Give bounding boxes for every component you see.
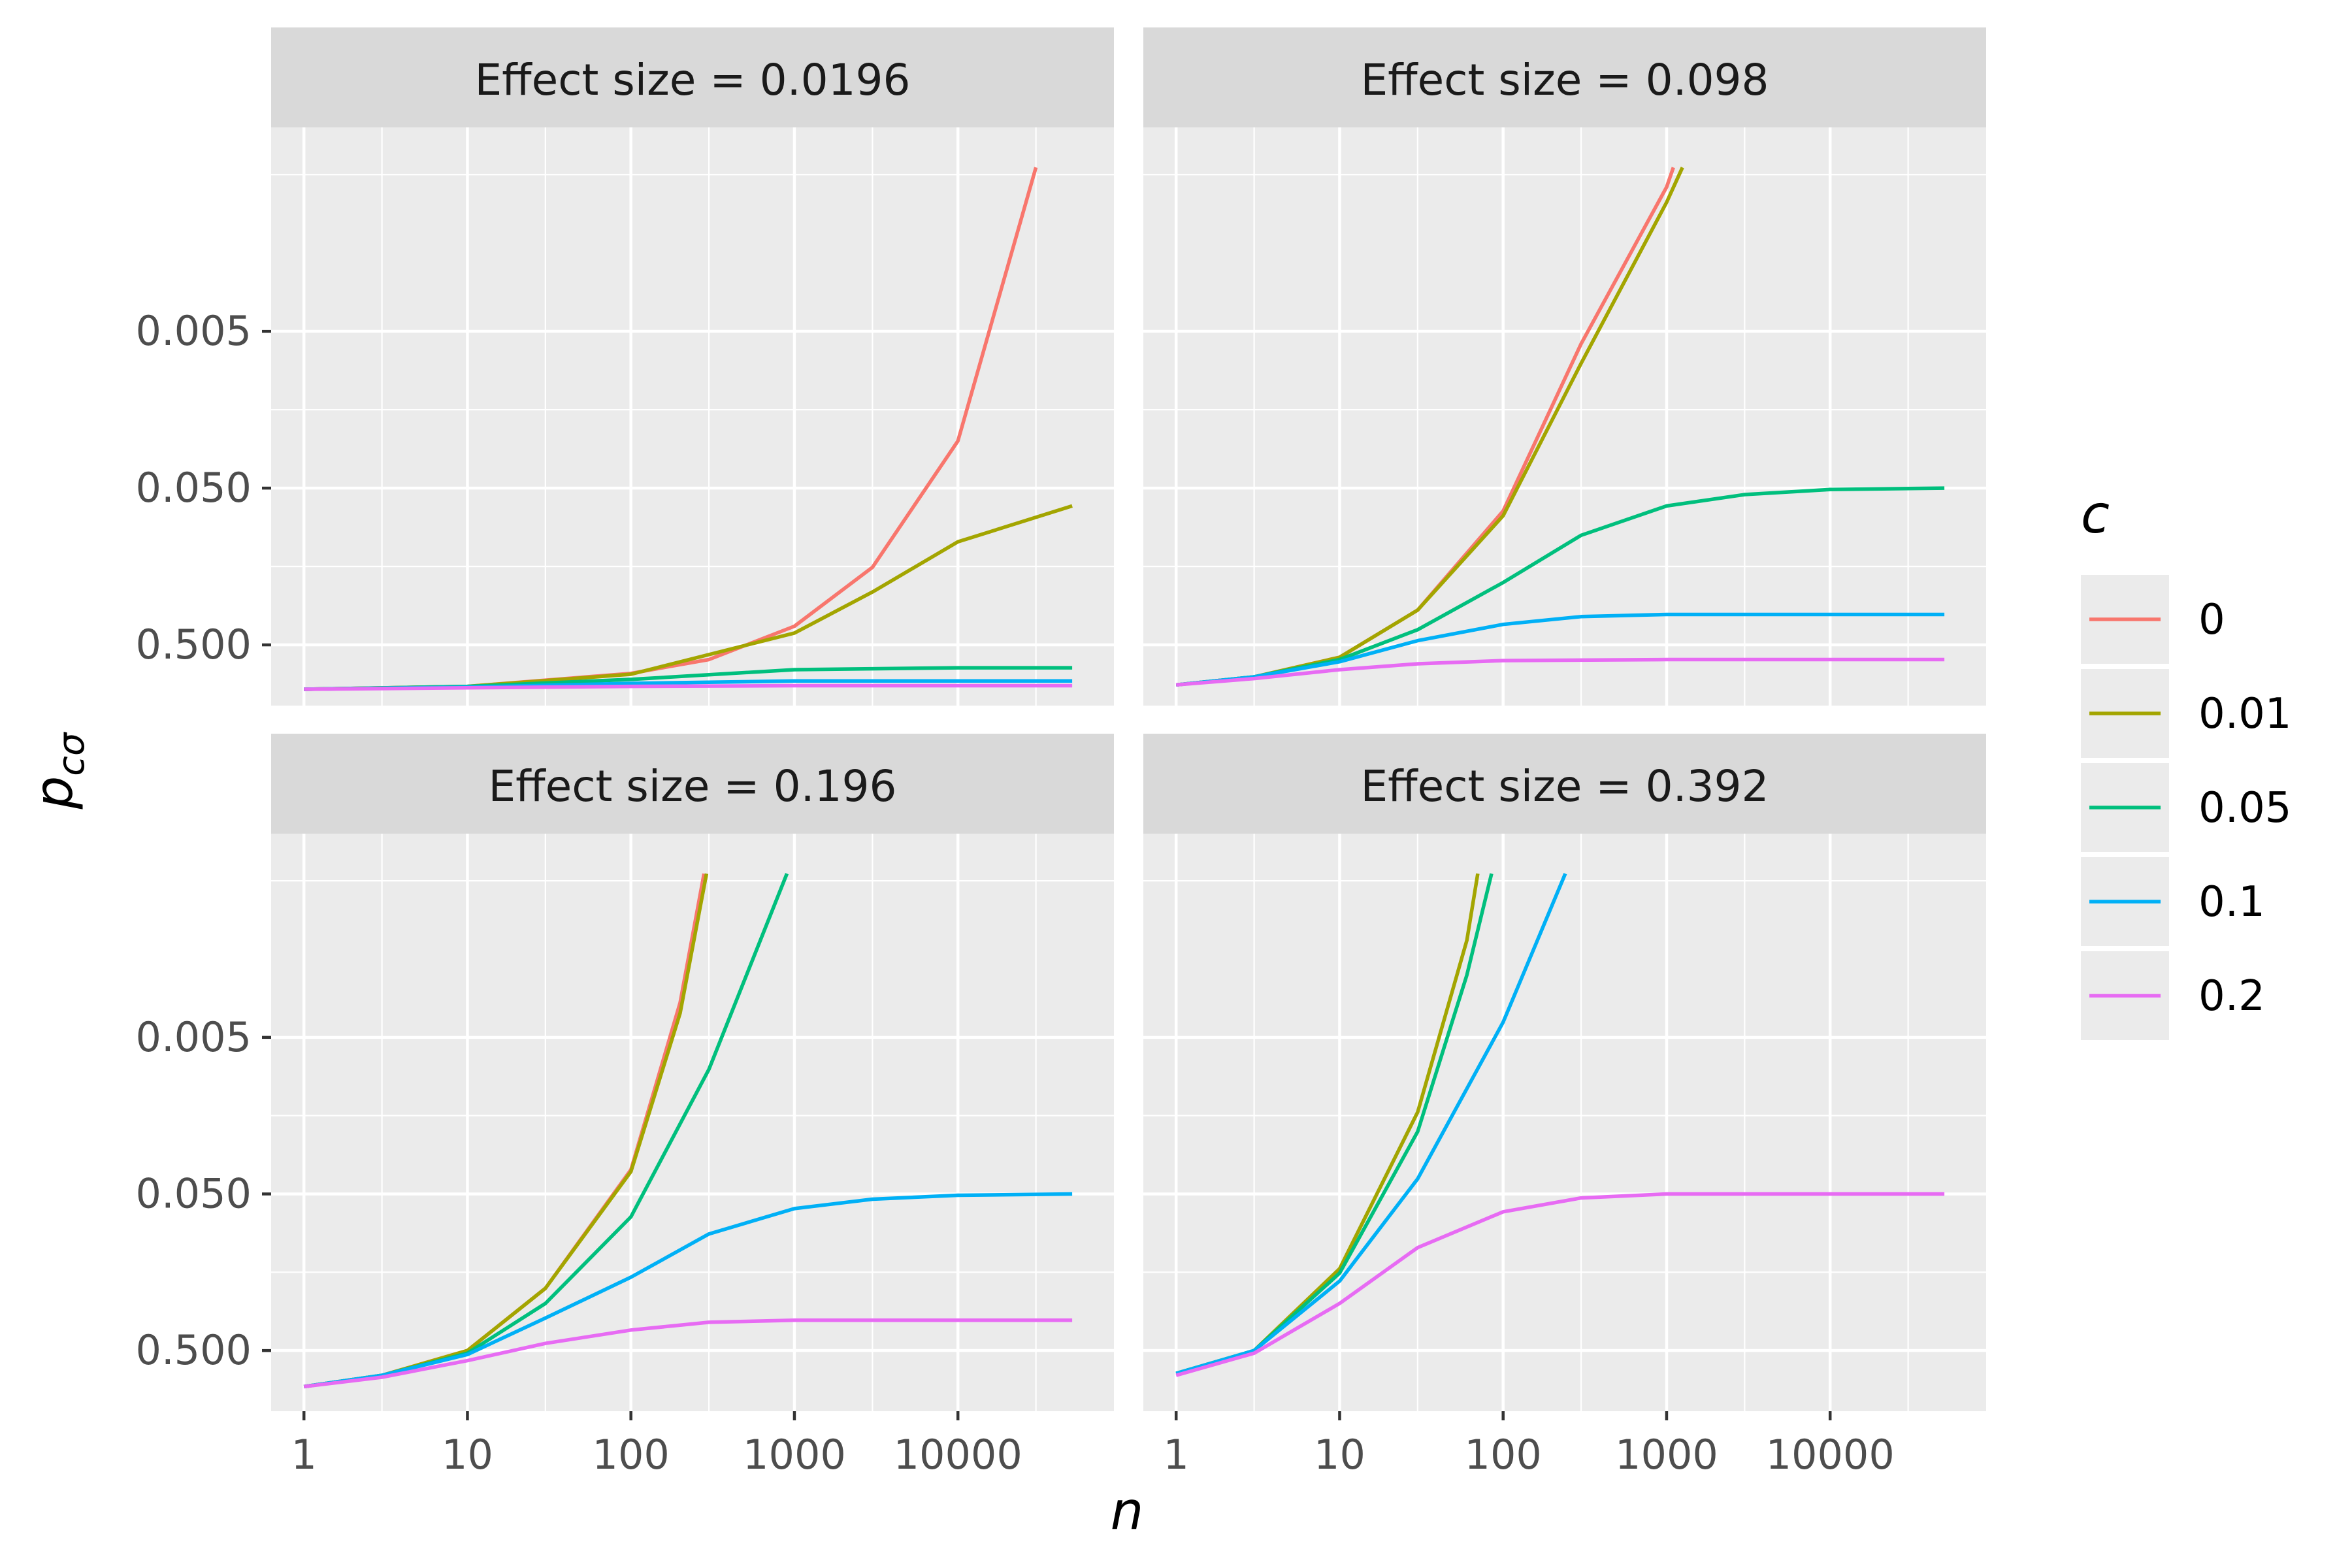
series-line-c-0.1 (1175, 612, 1945, 687)
facet-strip (271, 734, 1114, 834)
panel-background (1143, 834, 1986, 1411)
y-tick-label: 0.005 (136, 307, 252, 355)
series-line-c-0.1 (303, 1192, 1073, 1389)
y-tick-label: 0.050 (136, 464, 252, 512)
x-tick-label: 1000 (743, 1431, 846, 1478)
facet-strip-label: Effect size = 0.196 (488, 761, 896, 811)
svg-text:pcσ: pcσ (24, 732, 93, 810)
y-tick-label: 0.500 (136, 1326, 252, 1374)
series-line-c-0.2 (1175, 657, 1945, 687)
legend-entry: 0.05 (2081, 763, 2292, 852)
panel-background (1143, 127, 1986, 706)
x-tick-label: 100 (593, 1431, 670, 1478)
panel-1: Effect size = 0.0196 0.005 0.050 0.500 (136, 27, 1114, 706)
y-tick-label: 0.500 (136, 621, 252, 668)
facet-strip-label: Effect size = 0.392 (1360, 761, 1769, 811)
legend-entries: 0 0.01 0.05 0.1 0.2 (2081, 575, 2292, 1040)
x-tick-label: 1000 (1615, 1431, 1718, 1478)
y-axis-title-main: p (24, 776, 84, 810)
legend-entry: 0.1 (2081, 857, 2265, 946)
facet-strip (1143, 27, 1986, 127)
x-tick-label: 10000 (894, 1431, 1022, 1478)
series-group (1175, 873, 1945, 1377)
x-tick-label: 1 (291, 1431, 316, 1478)
series-line-c-0.1 (1175, 873, 1567, 1375)
facet-strip-label: Effect size = 0.0196 (474, 55, 910, 105)
series-group (304, 167, 1073, 691)
facet-strip (1143, 734, 1986, 834)
series-group (303, 873, 1073, 1389)
series-line-c-0.2 (304, 683, 1073, 691)
x-tick-label: 10 (1314, 1431, 1365, 1478)
facet-strip-label: Effect size = 0.098 (1360, 55, 1769, 105)
y-tick-label: 0.005 (136, 1013, 252, 1061)
panel-2: Effect size = 0.098 (1143, 27, 1986, 706)
y-axis-title-sub: cσ (50, 732, 93, 776)
panel-3: Effect size = 0.196 0.005 0.050 0.500 1 10 100… (136, 734, 1114, 1478)
panels-group: Effect size = 0.01960.0050.0500.500Effec… (136, 27, 1986, 1478)
series-group (1175, 167, 1945, 687)
y-axis-title: pcσ (24, 732, 93, 810)
x-tick-label: 1 (1163, 1431, 1188, 1478)
x-tick-label: 100 (1465, 1431, 1542, 1478)
legend-label: 0.01 (2198, 690, 2292, 738)
series-line-c-0.2 (303, 1318, 1073, 1389)
series-line-c-0.2 (1175, 1192, 1945, 1377)
legend-label: 0 (2198, 596, 2225, 644)
legend-label: 0.1 (2198, 878, 2265, 926)
legend-entry: 0.2 (2081, 951, 2265, 1040)
legend-entry: 0.01 (2081, 669, 2292, 758)
legend: c 0 0.01 0.05 0.1 0.2 (2081, 484, 2292, 1040)
legend-label: 0.2 (2198, 972, 2265, 1021)
y-tick-label: 0.050 (136, 1169, 252, 1217)
legend-label: 0.05 (2198, 784, 2292, 832)
x-axis-title: n (1111, 1480, 1144, 1541)
x-tick-label: 10000 (1766, 1431, 1895, 1478)
panel-background (271, 127, 1114, 706)
legend-title: c (2081, 484, 2110, 545)
panel-4: Effect size = 0.392 1 10 100 1000 10000 (1143, 734, 1986, 1478)
facet-strip (271, 27, 1114, 127)
x-tick-label: 10 (442, 1431, 493, 1478)
legend-entry: 0 (2081, 575, 2225, 664)
